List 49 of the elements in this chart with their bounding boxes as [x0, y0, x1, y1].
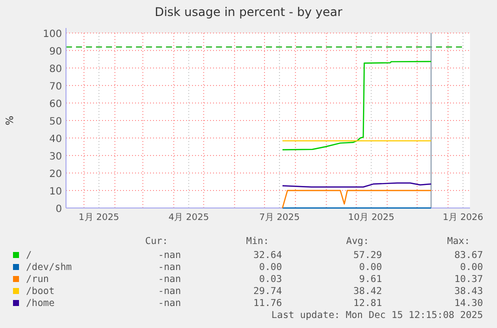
y-tick-label: 60 [49, 99, 62, 110]
text: 0.03 [259, 274, 282, 285]
text: Avg: [346, 236, 369, 247]
text: 38.43 [454, 286, 483, 297]
y-axis-title: % [5, 116, 16, 126]
text: Min: [246, 236, 269, 247]
text: 9.61 [359, 274, 382, 285]
text: 83.67 [454, 250, 483, 261]
chart-title: Disk usage in percent - by year [154, 5, 342, 19]
y-tick-label: 100 [42, 29, 62, 40]
y-tick-label: 80 [49, 64, 62, 75]
text: 29.74 [253, 286, 282, 297]
text: -nan [158, 286, 181, 297]
y-tick-label: 40 [49, 134, 62, 145]
legend-label: /run [26, 274, 49, 285]
y-tick-label: 50 [49, 116, 62, 128]
text: Last update: Mon Dec 15 12:15:08 2025 [271, 310, 483, 321]
legend-label: /home [26, 298, 55, 309]
text: -nan [158, 250, 181, 261]
text: 12.81 [353, 298, 382, 309]
x-tick-label: 1月 2025 [78, 213, 120, 223]
y-tick-label: 90 [49, 46, 62, 58]
text: 0.00 [259, 262, 282, 273]
text: -nan [158, 274, 181, 285]
text: 0.00 [460, 262, 484, 273]
text: -nan [158, 298, 181, 309]
y-tick-label: 10 [49, 186, 62, 198]
legend-label: / [26, 250, 32, 261]
y-tick-label: 70 [49, 82, 62, 92]
x-tick-label: 7月 2025 [259, 213, 300, 223]
text: 38.42 [353, 286, 382, 297]
line-series [282, 60, 432, 150]
x-tick-label: 10月 2025 [348, 213, 394, 223]
y-tick-label: 20 [49, 169, 62, 180]
text: Cur: [145, 236, 168, 247]
text: -nan [158, 262, 181, 273]
y-tick-label: 0 [56, 204, 62, 215]
x-tick-label: 1月 2026 [442, 213, 484, 223]
legend-label: /dev/shm [26, 262, 72, 273]
text: 57.29 [353, 250, 382, 261]
text: 0.00 [359, 262, 382, 273]
legend-label: /boot [26, 286, 55, 297]
text: 10.37 [454, 274, 483, 285]
text: 32.64 [253, 250, 282, 261]
text: 11.76 [253, 298, 282, 309]
text: Max: [447, 236, 470, 247]
y-tick-label: 30 [49, 152, 62, 162]
x-tick-label: 4月 2025 [168, 213, 209, 223]
text: 14.30 [454, 298, 484, 309]
